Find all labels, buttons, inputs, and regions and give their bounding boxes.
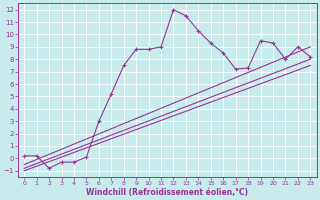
X-axis label: Windchill (Refroidissement éolien,°C): Windchill (Refroidissement éolien,°C) xyxy=(86,188,248,197)
